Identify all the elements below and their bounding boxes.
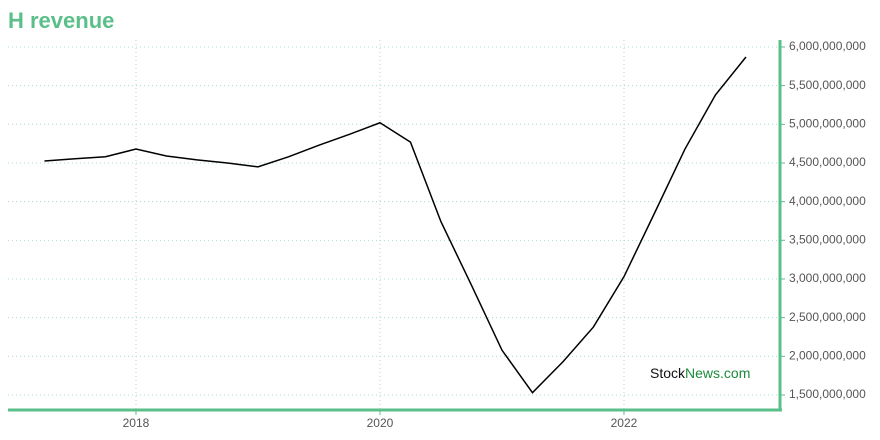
y-tick-label: 4,000,000,000 <box>789 194 866 208</box>
y-tick-label: 3,000,000,000 <box>789 271 866 285</box>
watermark: StockNews.com <box>650 365 750 381</box>
watermark-part: News <box>685 365 720 381</box>
x-tick-label: 2022 <box>611 416 638 430</box>
y-tick-label: 1,500,000,000 <box>789 387 866 401</box>
y-tick-label: 6,000,000,000 <box>789 39 866 53</box>
y-tick-label: 4,500,000,000 <box>789 155 866 169</box>
y-tick-label: 2,500,000,000 <box>789 310 866 324</box>
line <box>44 56 747 394</box>
watermark-part: .com <box>720 365 750 381</box>
y-tick-label: 3,500,000,000 <box>789 232 866 246</box>
y-tick-label: 5,500,000,000 <box>789 78 866 92</box>
x-tick-label: 2018 <box>123 416 150 430</box>
y-tick-label: 2,000,000,000 <box>789 348 866 362</box>
chart-title: H revenue <box>8 8 114 33</box>
x-tick-label: 2020 <box>367 416 394 430</box>
y-tick-label: 5,000,000,000 <box>789 116 866 130</box>
watermark-part: Stock <box>650 365 686 381</box>
